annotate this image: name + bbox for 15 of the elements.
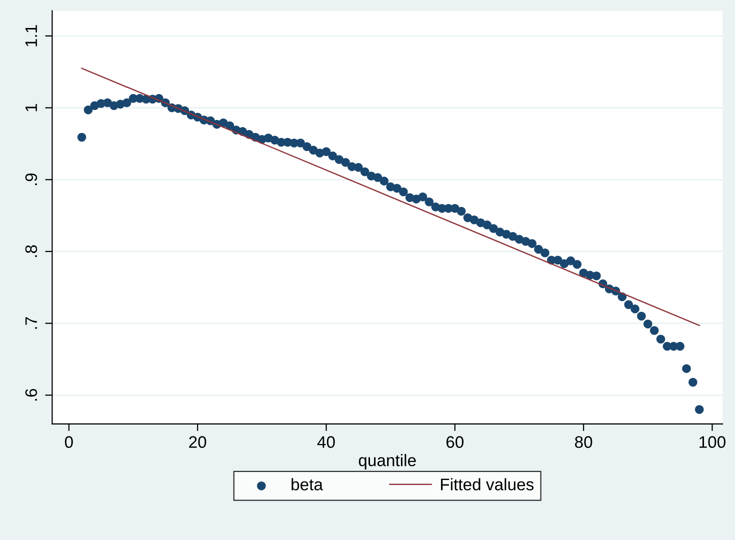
y-tick-label: 1 (25, 104, 37, 112)
x-tick-label: 100 (700, 436, 726, 448)
y-tick-label: .9 (25, 173, 38, 186)
legend-label: beta (292, 478, 323, 490)
y-tick-label: .7 (25, 317, 37, 329)
x-tick-label: 0 (64, 436, 73, 448)
x-tick-label: 60 (446, 436, 464, 448)
y-tick-label: .6 (25, 388, 38, 401)
x-tick-label: 40 (317, 436, 335, 448)
legend-label: Fitted values (441, 478, 534, 490)
y-tick-label: 1.1 (25, 25, 37, 46)
y-tick-label: .8 (25, 245, 38, 257)
x-tick-label: 20 (189, 436, 206, 448)
x-axis-title: quantile (358, 454, 416, 470)
x-tick-label: 80 (575, 436, 592, 448)
